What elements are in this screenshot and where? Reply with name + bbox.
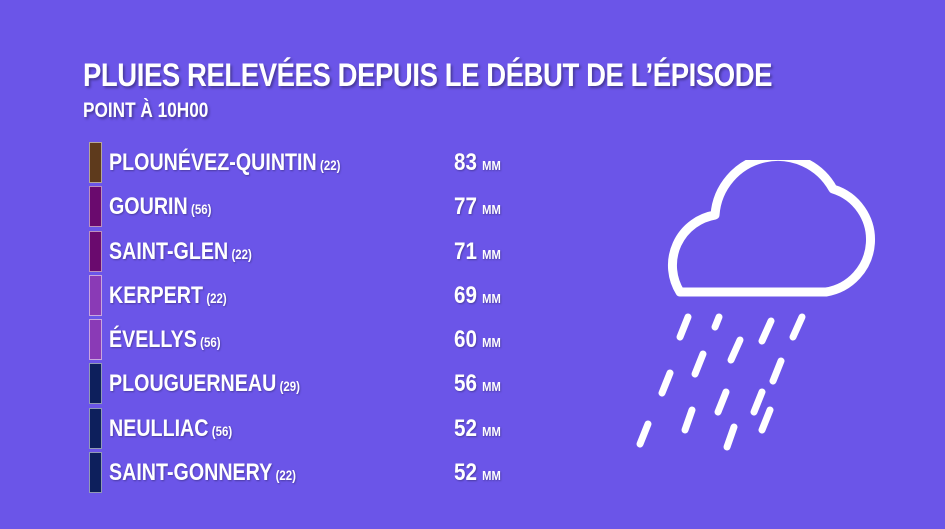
station-label: NEULLIAC (56) — [109, 412, 232, 449]
color-swatch — [89, 452, 102, 494]
rainfall-unit: MM — [482, 423, 501, 439]
rainfall-value: 71 MM — [454, 235, 501, 272]
rainfall-amount: 56 — [454, 370, 477, 398]
station-name: PLOUNÉVEZ-QUINTIN — [109, 149, 317, 176]
department-code: (22) — [320, 157, 341, 173]
rainfall-amount: 71 — [454, 237, 477, 265]
rainfall-amount: 77 — [454, 193, 477, 221]
station-name: NEULLIAC — [109, 414, 209, 442]
department-code: (56) — [200, 334, 221, 351]
station-label: SAINT-GLEN (22) — [109, 235, 252, 272]
rainfall-unit: MM — [482, 290, 501, 306]
station-name: GOURIN — [109, 193, 188, 221]
rain-drops — [636, 313, 806, 451]
list-item: SAINT-GONNERY (22) 52 MM — [89, 451, 509, 495]
color-swatch — [89, 319, 102, 361]
department-code: (56) — [211, 422, 233, 439]
rainfall-unit: MM — [482, 379, 501, 395]
page-title: PLUIES RELEVÉES DEPUIS LE DÉBUT DE L’ÉPI… — [83, 57, 773, 93]
rainfall-unit: MM — [482, 246, 501, 262]
list-item: ÉVELLYS (56) 60 MM — [89, 318, 509, 362]
rainfall-amount: 69 — [454, 281, 477, 309]
color-swatch — [89, 142, 102, 183]
rainfall-value: 77 MM — [454, 190, 501, 227]
rainfall-list: PLOUNÉVEZ-QUINTIN (22) 83 MM GOURIN (56) 77… — [89, 141, 509, 495]
station-label: KERPERT (22) — [109, 279, 227, 316]
rainfall-value: 52 MM — [454, 456, 501, 493]
list-item: SAINT-GLEN (22) 71 MM — [89, 230, 509, 274]
rain-cloud-icon — [636, 160, 875, 451]
department-code: (22) — [275, 467, 296, 484]
station-name: PLOUGUERNEAU — [109, 370, 277, 398]
list-item: PLOUNÉVEZ-QUINTIN (22) 83 MM — [89, 141, 509, 185]
station-label: PLOUGUERNEAU (29) — [109, 367, 300, 404]
color-swatch — [89, 407, 102, 449]
rainfall-amount: 83 — [454, 149, 477, 176]
list-item: GOURIN (56) 77 MM — [89, 185, 509, 229]
rainfall-unit: MM — [482, 468, 501, 484]
page-subtitle: POINT À 10H00 — [83, 99, 209, 122]
rainfall-amount: 52 — [454, 414, 477, 442]
list-item: KERPERT (22) 69 MM — [89, 274, 509, 318]
rainfall-amount: 60 — [454, 326, 477, 354]
rainfall-amount: 52 — [454, 459, 477, 487]
station-name: KERPERT — [109, 281, 204, 309]
rainfall-value: 52 MM — [454, 412, 501, 449]
rainfall-value: 56 MM — [454, 367, 501, 404]
rainfall-value: 69 MM — [454, 279, 501, 316]
color-swatch — [89, 274, 102, 316]
station-name: ÉVELLYS — [109, 326, 197, 354]
rainfall-value: 83 MM — [454, 146, 501, 183]
department-code: (56) — [191, 201, 212, 218]
list-item: NEULLIAC (56) 52 MM — [89, 407, 509, 451]
department-code: (29) — [279, 378, 300, 395]
department-code: (22) — [206, 289, 227, 306]
station-label: SAINT-GONNERY (22) — [109, 456, 296, 493]
cloud-outline — [667, 160, 875, 297]
color-swatch — [89, 363, 102, 405]
department-code: (22) — [231, 245, 252, 262]
station-label: PLOUNÉVEZ-QUINTIN (22) — [109, 146, 340, 183]
station-name: SAINT-GONNERY — [109, 459, 273, 487]
rainfall-unit: MM — [482, 158, 501, 173]
list-item: PLOUGUERNEAU (29) 56 MM — [89, 362, 509, 406]
station-label: ÉVELLYS (56) — [109, 323, 221, 360]
rainfall-value: 60 MM — [454, 323, 501, 360]
color-swatch — [89, 230, 102, 272]
station-label: GOURIN (56) — [109, 190, 211, 227]
rainfall-unit: MM — [482, 335, 501, 351]
color-swatch — [89, 186, 102, 228]
station-name: SAINT-GLEN — [109, 237, 229, 265]
rainfall-unit: MM — [482, 202, 501, 218]
